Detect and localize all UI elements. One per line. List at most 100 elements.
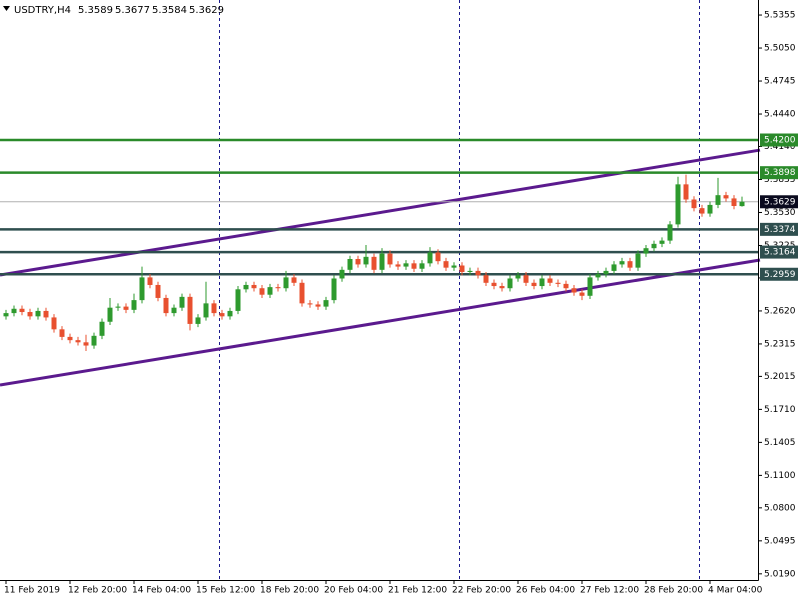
x-tick-label: 11 Feb 2019 bbox=[4, 586, 60, 596]
trend-line bbox=[0, 148, 761, 277]
candle-body bbox=[499, 286, 505, 289]
candle-body bbox=[563, 283, 569, 289]
candle-body bbox=[323, 300, 329, 307]
candle-body bbox=[19, 308, 25, 313]
x-tick-label: 28 Feb 20:00 bbox=[644, 586, 703, 596]
candle-body bbox=[531, 282, 537, 287]
candle-body bbox=[99, 321, 105, 336]
candle-body bbox=[419, 263, 425, 269]
level-price-label: 5.2959 bbox=[764, 270, 796, 280]
y-tick-label: 5.0495 bbox=[764, 536, 796, 546]
level-price-label: 5.4200 bbox=[764, 135, 796, 145]
candle-body bbox=[475, 270, 481, 276]
candle-body bbox=[651, 243, 657, 249]
candle-body bbox=[259, 288, 265, 295]
candle-body bbox=[435, 252, 441, 262]
menu-triangle[interactable] bbox=[3, 6, 10, 11]
candle-body bbox=[411, 263, 417, 269]
candle-body bbox=[659, 240, 665, 244]
x-tick-label: 14 Feb 04:00 bbox=[132, 586, 191, 596]
candle-body bbox=[515, 275, 521, 279]
candle-body bbox=[715, 195, 721, 205]
candle-body bbox=[739, 201, 745, 207]
candle-body bbox=[363, 256, 369, 265]
candle-body bbox=[579, 292, 585, 296]
x-tick-label: 15 Feb 12:00 bbox=[196, 586, 255, 596]
candle-body bbox=[331, 278, 337, 301]
candle-body bbox=[443, 261, 449, 268]
candle-body bbox=[571, 288, 577, 293]
candle-body bbox=[195, 317, 201, 324]
header-high: 5.3677 bbox=[115, 5, 150, 16]
x-tick-label: 27 Feb 12:00 bbox=[580, 586, 639, 596]
candle-body bbox=[691, 199, 697, 209]
x-tick-label: 18 Feb 20:00 bbox=[260, 586, 319, 596]
candle-body bbox=[291, 277, 297, 283]
candle-body bbox=[219, 313, 225, 317]
header-close: 5.3629 bbox=[189, 5, 224, 16]
candle-body bbox=[203, 303, 209, 318]
y-tick-label: 5.5355 bbox=[764, 11, 796, 21]
candle-body bbox=[139, 277, 145, 301]
header-low: 5.3584 bbox=[152, 5, 187, 16]
candle-body bbox=[675, 184, 681, 225]
candle-body bbox=[427, 252, 433, 264]
level-price-box bbox=[760, 133, 798, 147]
candle-body bbox=[91, 335, 97, 346]
y-tick-label: 5.1710 bbox=[764, 405, 796, 415]
candle-body bbox=[395, 264, 401, 267]
level-price-label: 5.3164 bbox=[764, 248, 796, 258]
x-tick-label: 22 Feb 20:00 bbox=[452, 586, 511, 596]
candle-body bbox=[507, 278, 513, 289]
x-tick-label: 21 Feb 12:00 bbox=[388, 586, 447, 596]
level-price-label: 5.3374 bbox=[764, 225, 796, 235]
candle-body bbox=[643, 248, 649, 254]
y-tick-label: 5.4745 bbox=[764, 77, 796, 87]
y-tick-label: 5.2015 bbox=[764, 372, 796, 382]
candle-body bbox=[595, 274, 601, 278]
candle-body bbox=[299, 282, 305, 304]
y-tick-label: 5.5050 bbox=[764, 44, 796, 54]
candle-body bbox=[115, 306, 121, 308]
candle-body bbox=[603, 270, 609, 275]
candle-body bbox=[251, 284, 257, 289]
level-price-box bbox=[760, 166, 798, 180]
candle-body bbox=[699, 208, 705, 214]
candle-body bbox=[587, 277, 593, 296]
candle-body bbox=[243, 284, 249, 290]
candle-body bbox=[43, 310, 49, 318]
level-price-box bbox=[760, 245, 798, 259]
candle-body bbox=[491, 282, 497, 287]
candle-body bbox=[339, 269, 345, 279]
candle-body bbox=[403, 263, 409, 267]
y-tick-label: 5.4440 bbox=[764, 110, 796, 120]
candle-body bbox=[619, 261, 625, 265]
candle-body bbox=[723, 195, 729, 199]
trend-line bbox=[0, 258, 761, 387]
candle-body bbox=[227, 310, 233, 317]
candle-body bbox=[667, 224, 673, 241]
candle-body bbox=[131, 300, 137, 310]
candle-body bbox=[187, 296, 193, 324]
candle-body bbox=[67, 336, 73, 341]
x-tick-label: 26 Feb 04:00 bbox=[516, 586, 575, 596]
candle-body bbox=[275, 287, 281, 289]
y-tick-label: 5.1405 bbox=[764, 438, 796, 448]
y-tick-label: 5.0190 bbox=[764, 569, 796, 579]
level-price-box bbox=[760, 222, 798, 236]
candle-body bbox=[147, 277, 153, 285]
candle-body bbox=[611, 264, 617, 271]
candle-body bbox=[83, 342, 89, 346]
candle-body bbox=[371, 256, 377, 270]
x-tick-label: 12 Feb 20:00 bbox=[68, 586, 127, 596]
candle-body bbox=[451, 265, 457, 268]
candle-body bbox=[731, 198, 737, 206]
header-open: 5.3589 bbox=[78, 5, 113, 16]
y-tick-label: 5.2620 bbox=[764, 306, 796, 316]
current-price-label: 5.3629 bbox=[764, 197, 796, 207]
candle-body bbox=[11, 308, 17, 314]
level-price-label: 5.3898 bbox=[764, 168, 796, 178]
candle-body bbox=[379, 253, 385, 270]
